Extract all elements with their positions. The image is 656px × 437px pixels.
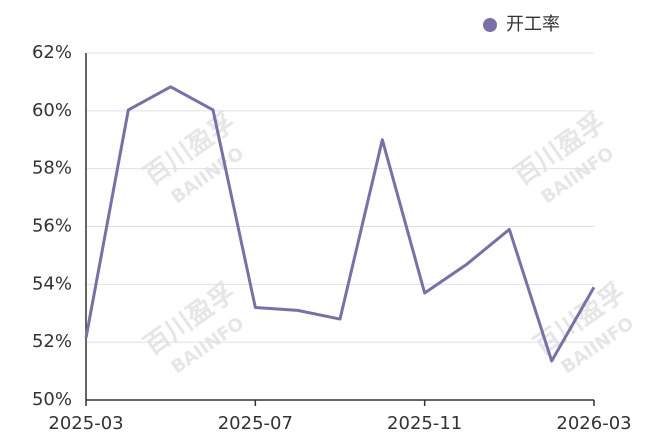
y-tick-label: 54% — [32, 273, 72, 294]
y-tick-label: 60% — [32, 100, 72, 121]
y-tick-label: 50% — [32, 389, 72, 410]
x-tick-label: 2025-07 — [218, 413, 293, 434]
x-tick-label: 2025-03 — [48, 413, 123, 434]
legend-marker — [483, 18, 497, 32]
y-tick-label: 52% — [32, 331, 72, 352]
y-tick-label: 62% — [32, 42, 72, 63]
x-tick-label: 2025-11 — [387, 413, 462, 434]
y-tick-label: 58% — [32, 158, 72, 179]
legend-label: 开工率 — [506, 14, 560, 35]
line-series — [84, 85, 596, 363]
x-tick-label: 2026-03 — [556, 413, 631, 434]
y-tick-label: 56% — [32, 216, 72, 237]
